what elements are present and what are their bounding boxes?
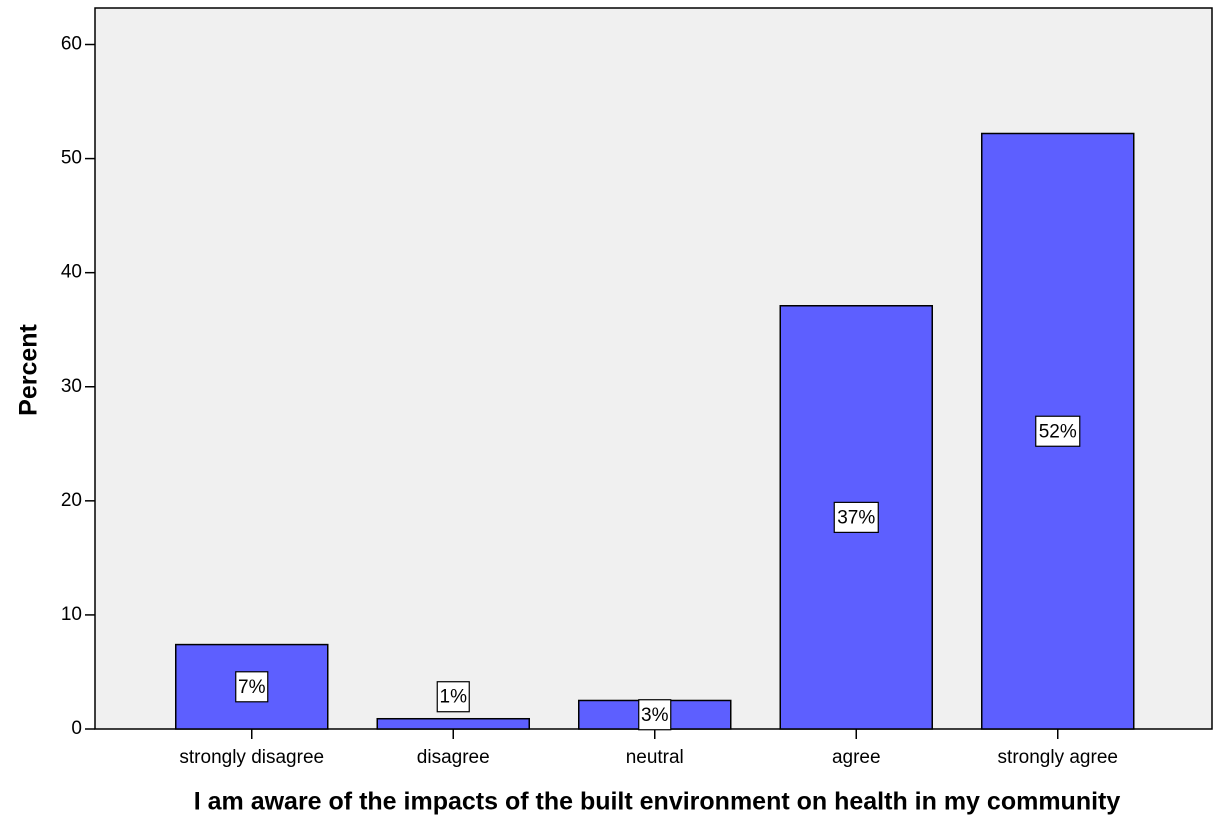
value-label-box [1035,415,1081,447]
y-tick-label: 60 [61,34,82,55]
value-label: 52% [1039,421,1077,442]
x-tick-label: strongly disagree [179,747,324,768]
x-tick-label: strongly agree [998,747,1118,768]
y-tick-label: 30 [61,376,82,397]
value-label: 1% [440,687,468,708]
value-label-box [638,699,672,731]
value-label-box [436,681,470,713]
x-tick-label: agree [832,747,881,768]
value-label-box [833,501,879,533]
x-tick-label: disagree [417,747,490,768]
value-label: 37% [837,507,875,528]
y-tick-label: 20 [61,490,82,511]
value-label: 7% [238,677,266,698]
value-label-box [235,671,269,703]
value-label: 3% [641,705,669,726]
x-axis-title: I am aware of the impacts of the built e… [194,788,1121,816]
y-tick-label: 0 [71,718,82,739]
y-tick-label: 50 [61,148,82,169]
bar [376,717,530,730]
y-tick-label: 10 [61,604,82,625]
y-axis-title: Percent [15,323,43,415]
y-tick-label: 40 [61,262,82,283]
x-tick-label: neutral [626,747,684,768]
